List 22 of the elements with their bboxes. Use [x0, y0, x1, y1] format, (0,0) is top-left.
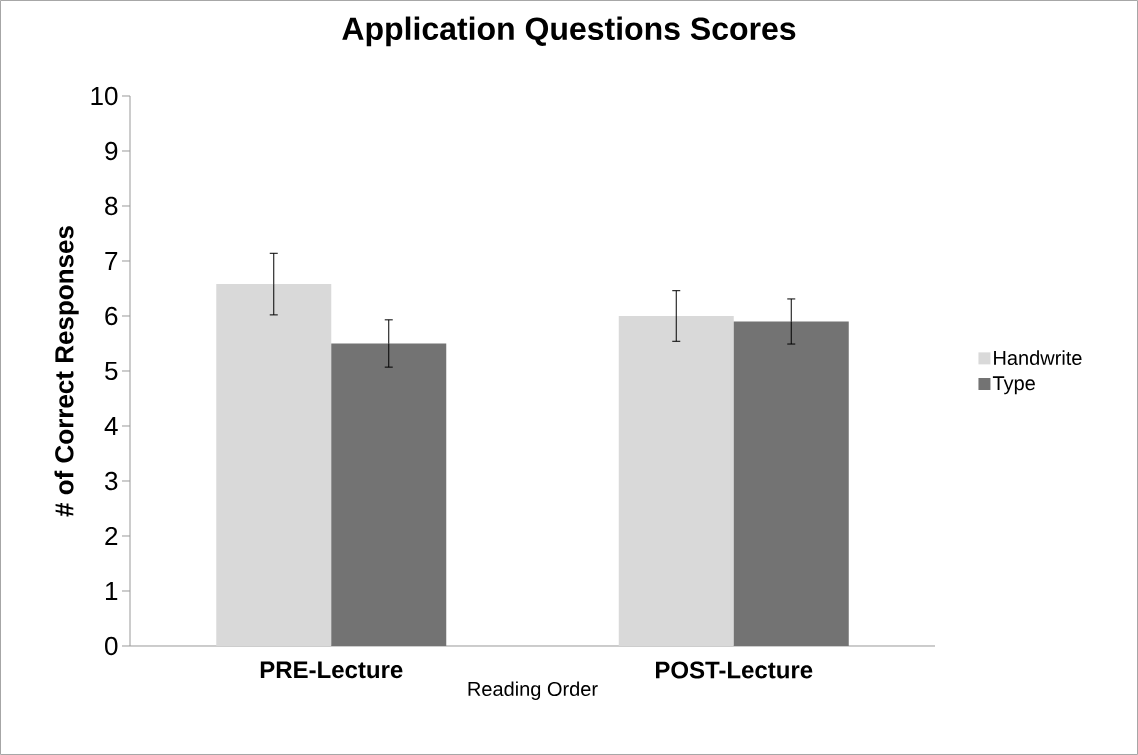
y-tick-label: 7: [105, 252, 118, 270]
y-tick-label: 6: [105, 306, 118, 326]
bar: [733, 321, 849, 646]
y-tick-label: 1: [105, 582, 118, 600]
y-tick-label: 10: [91, 86, 118, 106]
x-axis-title: Reading Order: [468, 681, 598, 701]
y-tick-label: 5: [105, 361, 118, 381]
legend-label: Type: [992, 376, 1035, 395]
chart-title: Application Questions Scores: [342, 16, 796, 47]
y-tick-label: 9: [105, 141, 118, 161]
bar: [331, 343, 447, 646]
y-tick-label: 4: [104, 417, 118, 435]
legend-label: Handwrite: [994, 350, 1082, 366]
y-tick-label: 2: [105, 526, 118, 546]
bar: [618, 315, 734, 646]
bar: [216, 284, 332, 646]
y-tick-label: 0: [105, 636, 118, 656]
y-tick-label: 8: [105, 196, 118, 216]
x-tick-label: PRE-Lecture: [260, 661, 403, 679]
y-tick-label: 3: [105, 471, 118, 491]
y-axis-title: # of Correct Responses: [54, 226, 79, 517]
x-tick-label: POST-Lecture: [656, 661, 813, 679]
